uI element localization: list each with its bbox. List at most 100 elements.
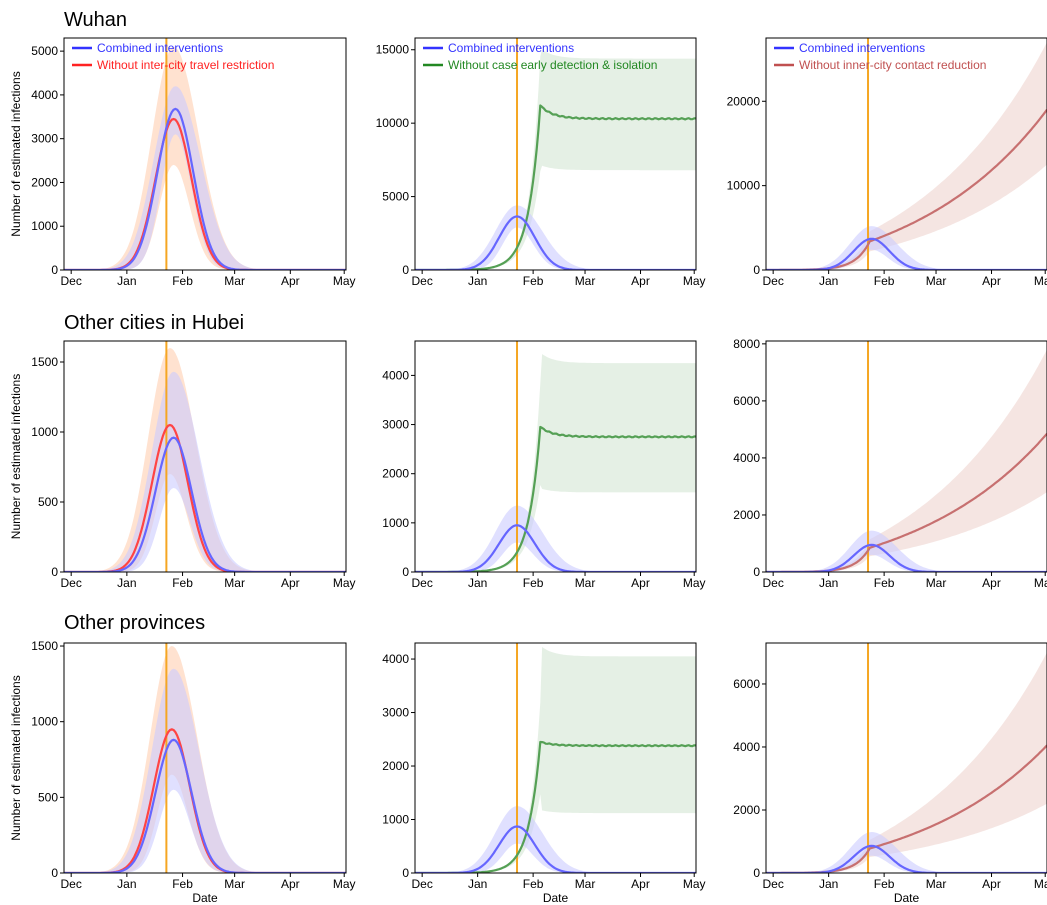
x-tick-label: Dec (762, 877, 783, 891)
y-tick-label: 2000 (31, 175, 58, 189)
x-tick-label: Jan (819, 274, 838, 288)
x-tick-label: Feb (874, 877, 895, 891)
x-tick-label: Jan (468, 576, 487, 590)
y-axis-label: Number of estimated infections (9, 374, 23, 539)
plot-frame (414, 340, 697, 573)
plot-frame (414, 37, 697, 271)
x-axis-label: Date (894, 891, 920, 905)
x-axis-label: Date (543, 891, 569, 905)
y-tick-label: 10000 (376, 116, 410, 130)
confidence-band (64, 348, 346, 572)
x-tick-label: May (683, 877, 706, 891)
y-tick-label: 6000 (733, 677, 760, 691)
chart-panel-2: 0 5000 10000 15000 Dec Jan Feb Mar Apr May Combine… (376, 37, 706, 288)
plot-area (415, 38, 696, 270)
x-tick-label: Jan (117, 274, 136, 288)
y-tick-label: 5000 (382, 190, 409, 204)
chart-panel-5: 0 1000 2000 3000 4000 Dec Jan Feb Mar Apr May (382, 340, 706, 590)
plot-frame (63, 340, 347, 573)
chart-panel-1: 0 1000 2000 3000 4000 5000 Dec Jan Feb Mar Apr May N… (9, 37, 356, 288)
y-tick-label: 1000 (31, 715, 58, 729)
x-tick-label: Apr (631, 576, 650, 590)
row-title-other-cities-hubei: Other cities in Hubei (64, 312, 245, 334)
x-tick-label: Mar (224, 274, 245, 288)
confidence-band (64, 86, 346, 270)
x-tick-label: May (1034, 576, 1047, 590)
y-tick-label: 0 (753, 263, 760, 277)
x-tick-label: Jan (819, 576, 838, 590)
x-tick-label: May (333, 274, 356, 288)
x-tick-label: Apr (281, 274, 300, 288)
x-tick-label: May (683, 576, 706, 590)
x-tick-label: Feb (874, 274, 895, 288)
y-tick-label: 8000 (733, 337, 760, 351)
legend-label: Combined interventions (448, 41, 574, 55)
x-tick-label: May (683, 274, 706, 288)
plot-frame (414, 642, 697, 874)
x-tick-label: Dec (61, 274, 82, 288)
legend-label: Without inter-city travel restriction (97, 58, 274, 72)
x-tick-label: Dec (411, 576, 432, 590)
x-tick-label: May (333, 576, 356, 590)
plot-frame (765, 340, 1047, 573)
x-tick-label: Dec (762, 576, 783, 590)
y-tick-label: 2000 (382, 467, 409, 481)
x-tick-label: Mar (575, 576, 596, 590)
x-tick-label: Apr (281, 576, 300, 590)
plot-area (766, 341, 1047, 572)
x-tick-label: Dec (61, 576, 82, 590)
x-tick-label: Mar (224, 877, 245, 891)
plot-area (64, 643, 346, 873)
x-tick-label: Apr (982, 877, 1001, 891)
confidence-band (766, 832, 1047, 873)
x-tick-label: Jan (468, 877, 487, 891)
x-tick-label: Apr (631, 877, 650, 891)
x-tick-label: Mar (926, 274, 947, 288)
plot-area (64, 38, 346, 270)
y-tick-label: 4000 (382, 652, 409, 666)
plot-frame (63, 642, 347, 874)
confidence-band (766, 530, 1047, 572)
x-tick-label: Jan (468, 274, 487, 288)
x-tick-label: May (333, 877, 356, 891)
y-axis-label: Number of estimated infections (9, 675, 23, 840)
confidence-band (415, 505, 696, 572)
y-tick-label: 0 (402, 565, 409, 579)
y-tick-label: 20000 (727, 94, 761, 108)
y-tick-label: 2000 (382, 759, 409, 773)
y-tick-label: 4000 (733, 740, 760, 754)
y-tick-label: 2000 (733, 508, 760, 522)
y-tick-label: 2000 (733, 803, 760, 817)
y-tick-label: 0 (402, 866, 409, 880)
y-tick-label: 1000 (382, 813, 409, 827)
plot-frame (63, 37, 347, 271)
y-tick-label: 15000 (376, 43, 410, 57)
legend-label: Without case early detection & isolation (448, 58, 657, 72)
chart-panel-9: 0 2000 4000 6000 Dec Jan Feb Mar Apr May Date (733, 642, 1047, 905)
x-tick-label: Feb (172, 274, 193, 288)
y-tick-label: 10000 (727, 179, 761, 193)
x-tick-label: Mar (575, 877, 596, 891)
plot-area (415, 643, 696, 873)
x-tick-label: Mar (575, 274, 596, 288)
x-tick-label: Apr (982, 274, 1001, 288)
confidence-band (766, 652, 1047, 873)
confidence-band (415, 49, 696, 270)
y-tick-label: 0 (402, 263, 409, 277)
y-axis-label: Number of estimated infections (9, 71, 23, 236)
y-tick-label: 0 (753, 866, 760, 880)
x-tick-label: Jan (819, 877, 838, 891)
y-tick-label: 4000 (382, 368, 409, 382)
plot-area (415, 341, 696, 572)
y-tick-label: 1500 (31, 639, 58, 653)
x-axis-label: Date (192, 891, 218, 905)
y-tick-label: 3000 (382, 418, 409, 432)
y-tick-label: 0 (753, 565, 760, 579)
chart-panel-4: 0 500 1000 1500 Dec Jan Feb Mar Apr May Number of … (9, 340, 356, 590)
legend-label: Combined interventions (97, 41, 223, 55)
x-tick-label: Jan (117, 877, 136, 891)
x-tick-label: Mar (926, 877, 947, 891)
chart-panel-3: 0 10000 20000 Dec Jan Feb Mar Apr May Combined in… (727, 37, 1047, 288)
x-tick-label: Feb (523, 877, 544, 891)
